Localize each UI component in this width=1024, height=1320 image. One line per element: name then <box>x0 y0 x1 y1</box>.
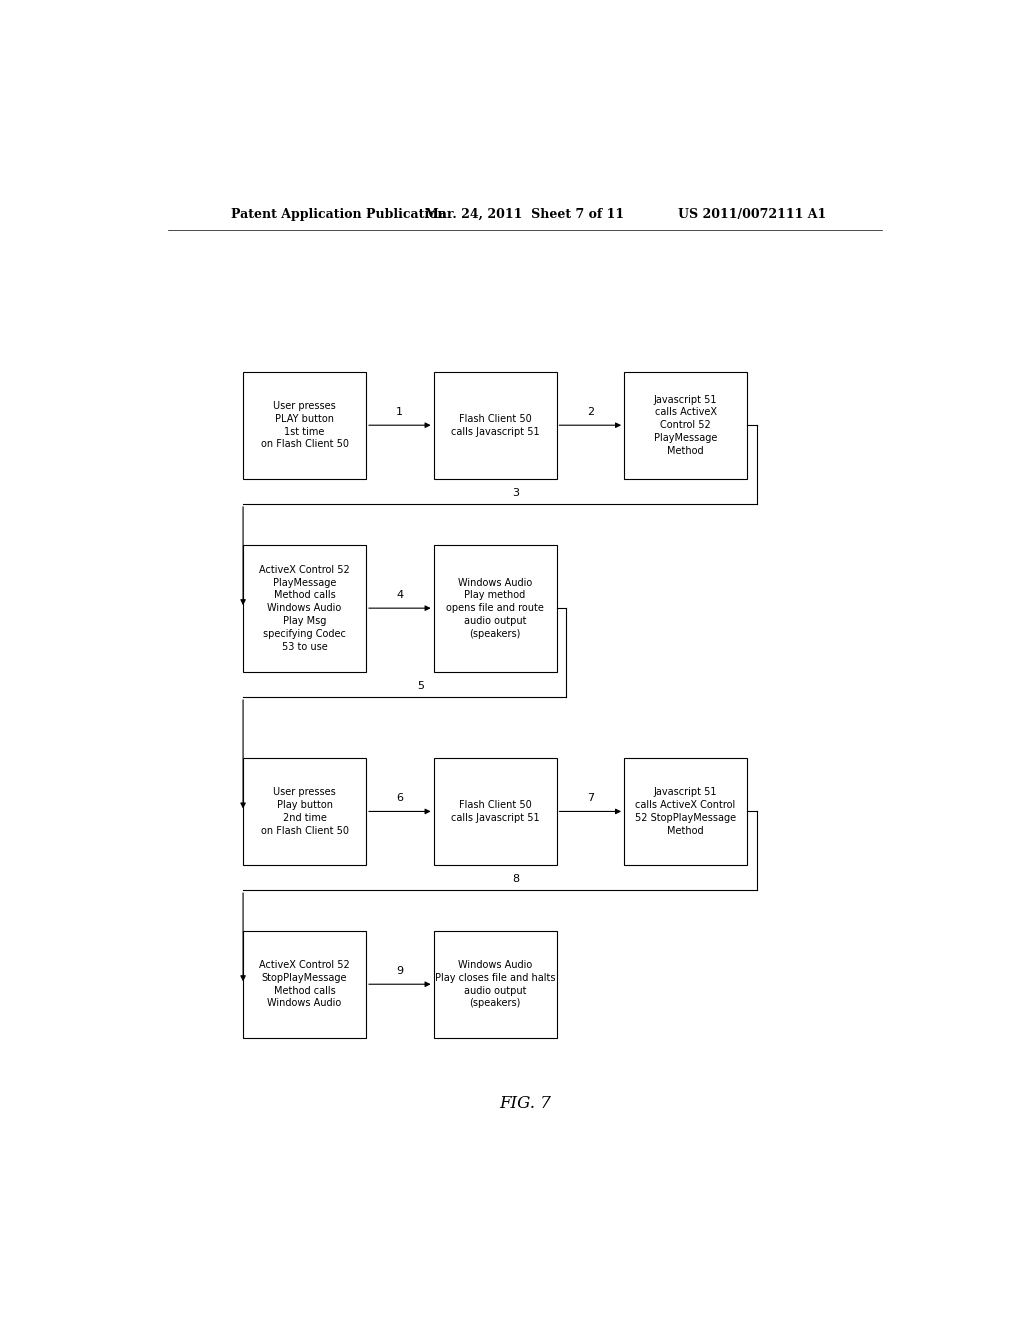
Bar <box>433 931 557 1038</box>
Bar <box>243 545 367 672</box>
Text: User presses
PLAY button
1st time
on Flash Client 50: User presses PLAY button 1st time on Fla… <box>260 401 348 449</box>
Text: Patent Application Publication: Patent Application Publication <box>231 207 446 220</box>
Bar <box>243 931 367 1038</box>
Text: 5: 5 <box>417 681 424 690</box>
Text: 9: 9 <box>396 966 403 975</box>
Text: 1: 1 <box>396 407 403 417</box>
Bar <box>624 372 748 479</box>
Text: 3: 3 <box>512 488 519 498</box>
Text: Windows Audio
Play method
opens file and route
audio output
(speakers): Windows Audio Play method opens file and… <box>446 578 544 639</box>
Bar <box>433 545 557 672</box>
Bar <box>243 758 367 865</box>
Text: ActiveX Control 52
PlayMessage
Method calls
Windows Audio
Play Msg
specifying Co: ActiveX Control 52 PlayMessage Method ca… <box>259 565 350 652</box>
Text: FIG. 7: FIG. 7 <box>499 1096 551 1113</box>
Bar <box>433 758 557 865</box>
Text: Mar. 24, 2011  Sheet 7 of 11: Mar. 24, 2011 Sheet 7 of 11 <box>425 207 625 220</box>
Text: 2: 2 <box>587 407 594 417</box>
Text: User presses
Play button
2nd time
on Flash Client 50: User presses Play button 2nd time on Fla… <box>260 787 348 836</box>
Text: US 2011/0072111 A1: US 2011/0072111 A1 <box>678 207 826 220</box>
Text: 4: 4 <box>396 590 403 601</box>
Text: Windows Audio
Play closes file and halts
audio output
(speakers): Windows Audio Play closes file and halts… <box>435 960 555 1008</box>
Text: Javascript 51
calls ActiveX Control
52 StopPlayMessage
Method: Javascript 51 calls ActiveX Control 52 S… <box>635 787 736 836</box>
Bar <box>243 372 367 479</box>
Bar <box>433 372 557 479</box>
Text: 8: 8 <box>512 874 519 884</box>
Text: Javascript 51
calls ActiveX
Control 52
PlayMessage
Method: Javascript 51 calls ActiveX Control 52 P… <box>653 395 717 455</box>
Text: Flash Client 50
calls Javascript 51: Flash Client 50 calls Javascript 51 <box>451 413 540 437</box>
Text: Flash Client 50
calls Javascript 51: Flash Client 50 calls Javascript 51 <box>451 800 540 822</box>
Bar <box>624 758 748 865</box>
Text: ActiveX Control 52
StopPlayMessage
Method calls
Windows Audio: ActiveX Control 52 StopPlayMessage Metho… <box>259 960 350 1008</box>
Text: 7: 7 <box>587 793 594 804</box>
Text: 6: 6 <box>396 793 403 804</box>
